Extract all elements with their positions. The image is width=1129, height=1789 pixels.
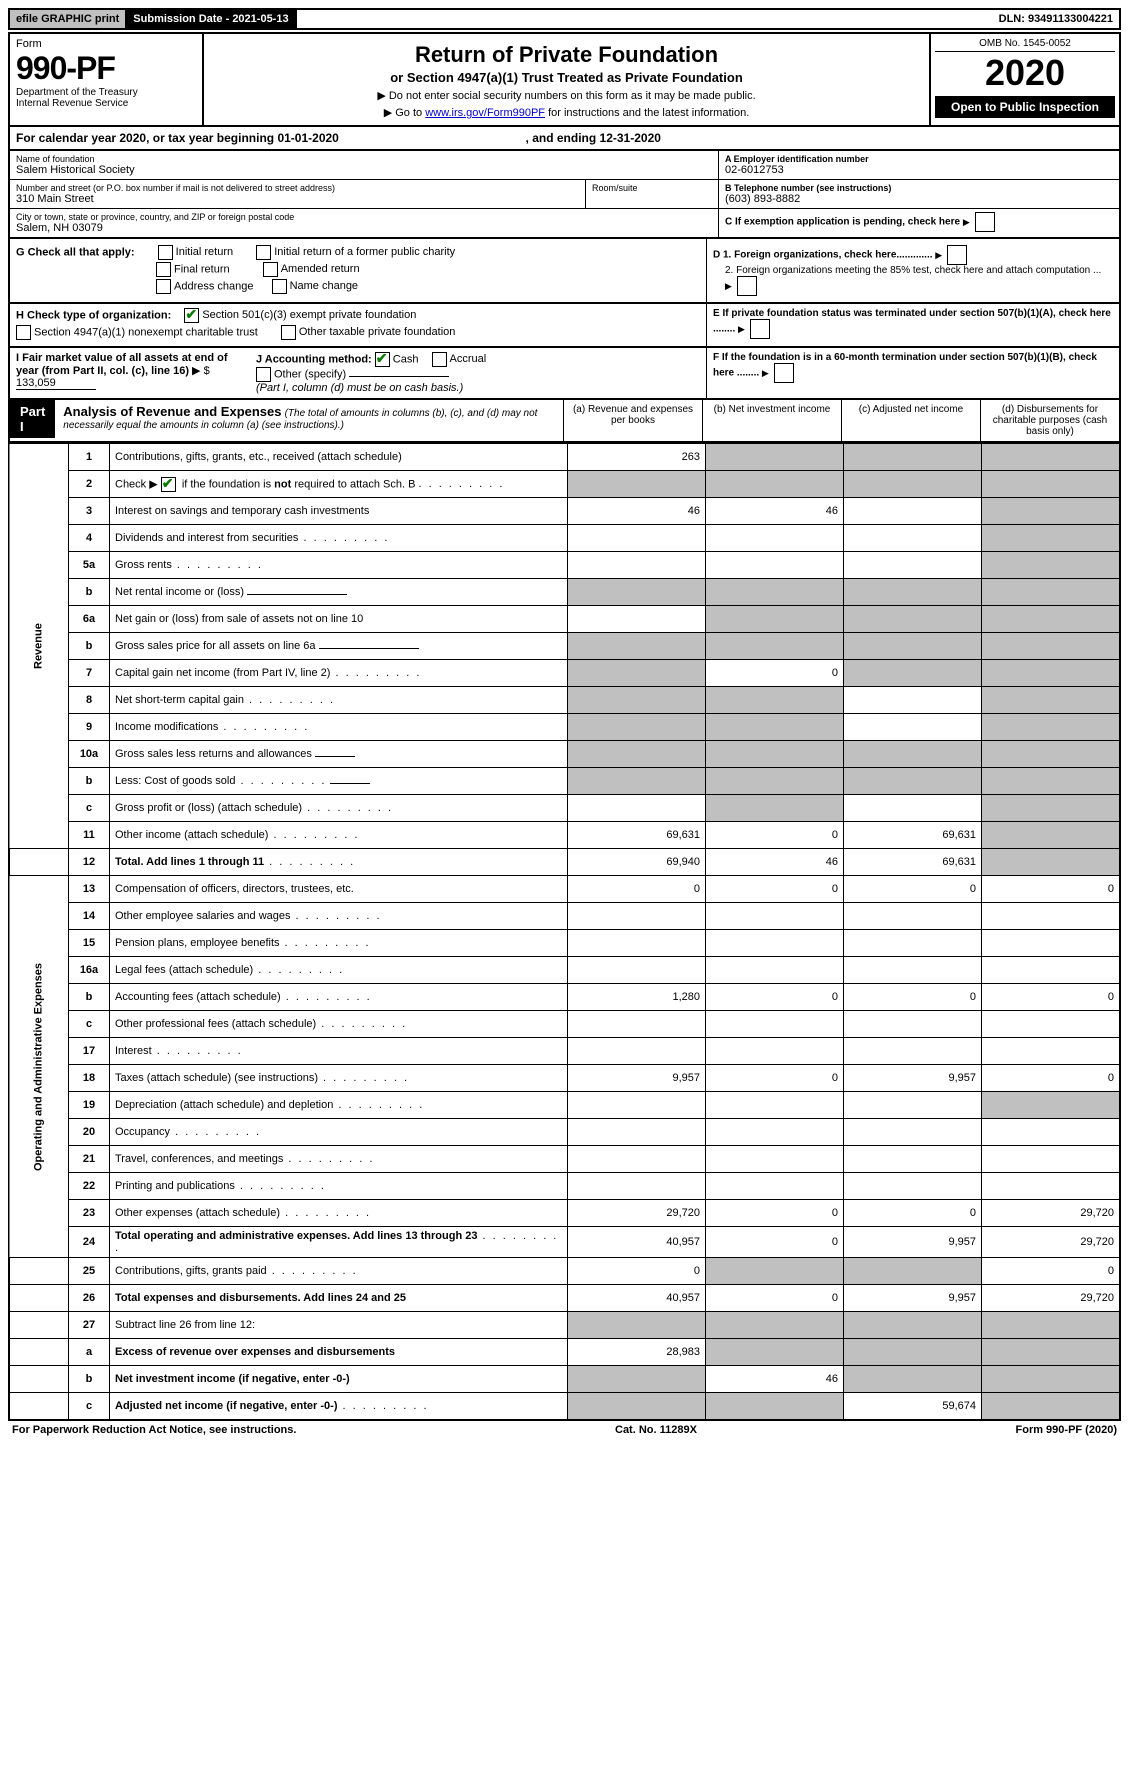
i-value: 133,059 [16,377,96,390]
ein: 02-6012753 [725,164,1113,176]
chk-cash[interactable] [375,352,390,367]
section-ij-f: I Fair market value of all assets at end… [8,348,1121,400]
street: 310 Main Street [16,193,579,205]
form-title: Return of Private Foundation [210,42,923,68]
expenses-side-label: Operating and Administrative Expenses [9,876,69,1258]
part1-title: Analysis of Revenue and Expenses [63,404,281,419]
dln: DLN: 93491133004221 [993,10,1119,28]
year-begin: 01-01-2020 [277,131,338,145]
i-label: I Fair market value of all assets at end… [16,352,228,377]
e-checkbox[interactable] [750,319,770,339]
f-checkbox[interactable] [774,363,794,383]
analysis-table: Revenue 1Contributions, gifts, grants, e… [8,443,1121,1421]
omb-number: OMB No. 1545-0052 [935,38,1115,52]
d2-checkbox[interactable] [737,276,757,296]
c-checkbox[interactable] [975,212,995,232]
chk-address[interactable] [156,279,171,294]
revenue-side-label: Revenue [9,444,69,849]
chk-initial[interactable] [158,245,173,260]
h-label: H Check type of organization: [16,309,171,321]
note-link: ▶ Go to www.irs.gov/Form990PF for instru… [210,106,923,119]
d2-label: 2. Foreign organizations meeting the 85%… [725,265,1113,296]
calendar-year-row: For calendar year 2020, or tax year begi… [8,127,1121,151]
chk-amended[interactable] [263,262,278,277]
city-label: City or town, state or province, country… [16,212,712,222]
col-c-head: (c) Adjusted net income [841,400,980,441]
ein-label: A Employer identification number [725,154,1113,164]
room-label: Room/suite [586,180,718,208]
submission-date: Submission Date - 2021-05-13 [127,10,296,28]
j-note: (Part I, column (d) must be on cash basi… [256,382,700,394]
phone-label: B Telephone number (see instructions) [725,183,1113,193]
chk-sch-b[interactable] [161,477,176,492]
top-bar: efile GRAPHIC print Submission Date - 20… [8,8,1121,30]
open-public: Open to Public Inspection [935,96,1115,118]
chk-other-method[interactable] [256,367,271,382]
irs-link[interactable]: www.irs.gov/Form990PF [425,107,545,119]
page-footer: For Paperwork Reduction Act Notice, see … [8,1421,1121,1439]
chk-accrual[interactable] [432,352,447,367]
street-label: Number and street (or P.O. box number if… [16,183,579,193]
chk-name[interactable] [272,279,287,294]
j-label: J Accounting method: [256,353,372,365]
chk-initial-former[interactable] [256,245,271,260]
year-end: 12-31-2020 [600,131,661,145]
part1-tag: Part I [10,400,55,438]
irs-label: Internal Revenue Service [16,98,196,109]
dept-treasury: Department of the Treasury [16,87,196,98]
form-header: Form 990-PF Department of the Treasury I… [8,32,1121,127]
col-a-head: (a) Revenue and expenses per books [563,400,702,441]
header-center: Return of Private Foundation or Section … [204,34,931,125]
chk-final[interactable] [156,262,171,277]
foundation-name: Salem Historical Society [16,164,712,176]
tax-year: 2020 [935,52,1115,94]
note-ssn: ▶ Do not enter social security numbers o… [210,89,923,102]
city: Salem, NH 03079 [16,222,712,234]
form-label: Form [16,38,196,50]
d1-label: D 1. Foreign organizations, check here..… [713,250,933,261]
section-h-e: H Check type of organization: Section 50… [8,304,1121,348]
form-number: 990-PF [16,50,196,87]
footer-mid: Cat. No. 11289X [615,1424,697,1436]
c-label: C If exemption application is pending, c… [725,217,960,228]
chk-4947[interactable] [16,325,31,340]
form-subtitle: or Section 4947(a)(1) Trust Treated as P… [210,70,923,85]
header-right: OMB No. 1545-0052 2020 Open to Public In… [931,34,1119,125]
efile-print-button[interactable]: efile GRAPHIC print [10,10,127,28]
phone: (603) 893-8882 [725,193,1113,205]
e-label: E If private foundation status was termi… [713,308,1111,335]
f-label: F If the foundation is in a 60-month ter… [713,352,1097,379]
d1-checkbox[interactable] [947,245,967,265]
chk-other-taxable[interactable] [281,325,296,340]
chk-501c3[interactable] [184,308,199,323]
name-label: Name of foundation [16,154,712,164]
footer-right: Form 990-PF (2020) [1016,1424,1117,1436]
section-g-d: G Check all that apply: Initial return I… [8,239,1121,304]
g-label: G Check all that apply: [16,246,135,258]
header-left: Form 990-PF Department of the Treasury I… [10,34,204,125]
entity-info: Name of foundation Salem Historical Soci… [8,151,1121,239]
footer-left: For Paperwork Reduction Act Notice, see … [12,1424,296,1436]
col-b-head: (b) Net investment income [702,400,841,441]
col-d-head: (d) Disbursements for charitable purpose… [980,400,1119,441]
part1-header: Part I Analysis of Revenue and Expenses … [8,400,1121,443]
